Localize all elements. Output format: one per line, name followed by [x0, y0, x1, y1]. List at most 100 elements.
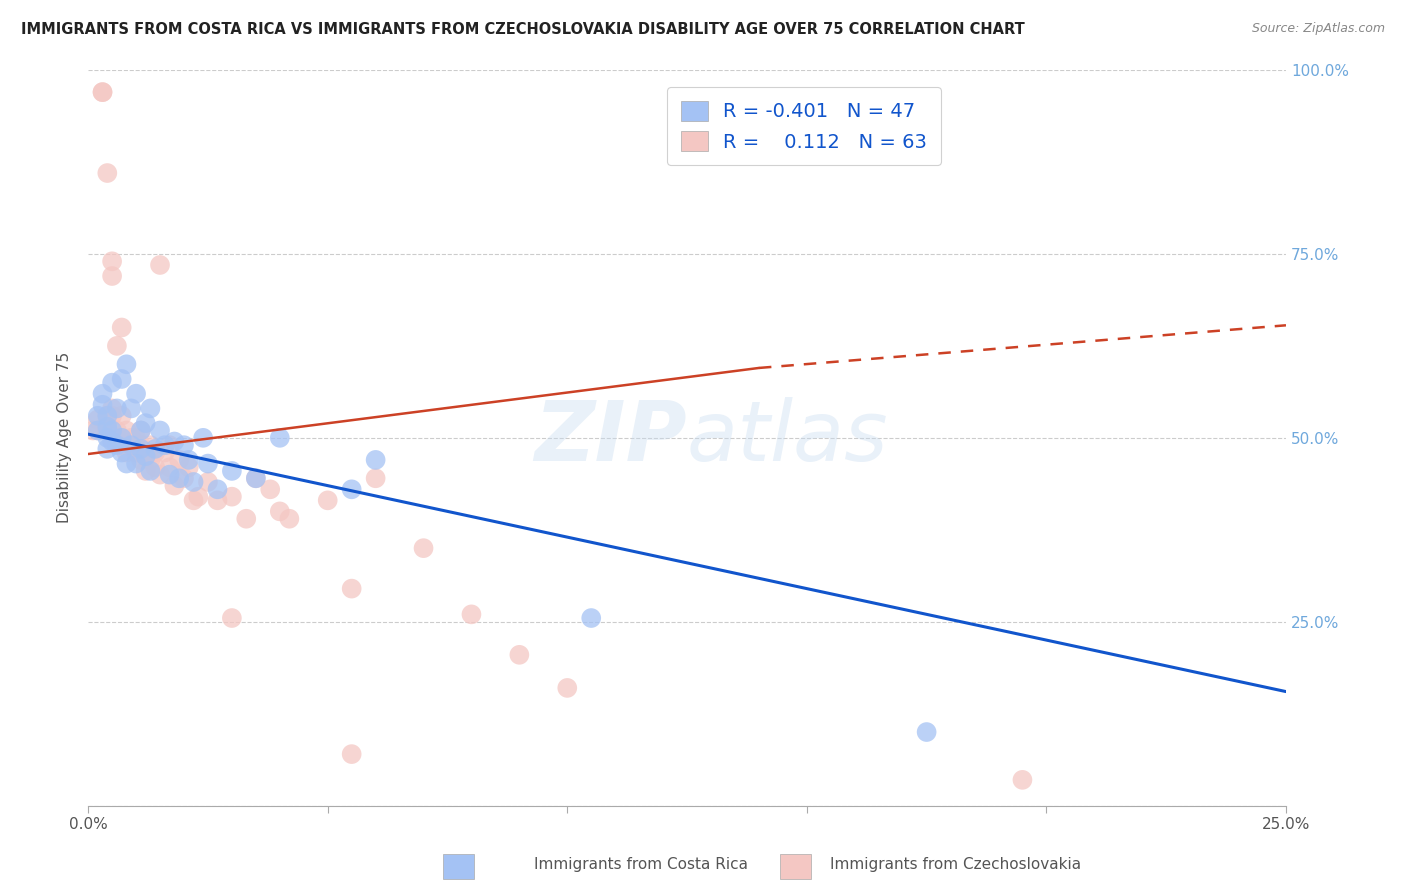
Text: IMMIGRANTS FROM COSTA RICA VS IMMIGRANTS FROM CZECHOSLOVAKIA DISABILITY AGE OVER: IMMIGRANTS FROM COSTA RICA VS IMMIGRANTS… — [21, 22, 1025, 37]
Point — [221, 611, 243, 625]
Point — [460, 607, 482, 622]
Text: Immigrants from Costa Rica: Immigrants from Costa Rica — [534, 857, 748, 872]
Point — [91, 85, 114, 99]
Point — [91, 386, 114, 401]
Point — [129, 424, 152, 438]
Point — [159, 460, 181, 475]
Point — [364, 471, 387, 485]
Point — [101, 268, 124, 283]
Point — [555, 681, 578, 695]
Point — [221, 464, 243, 478]
Point — [87, 424, 110, 438]
Point — [135, 449, 157, 463]
Y-axis label: Disability Age Over 75: Disability Age Over 75 — [58, 352, 72, 524]
Point — [105, 424, 128, 438]
Point — [87, 409, 110, 423]
Point — [316, 493, 339, 508]
Point — [91, 398, 114, 412]
Point — [96, 431, 118, 445]
Point — [96, 419, 118, 434]
Point — [111, 431, 134, 445]
Point — [101, 376, 124, 390]
Point — [111, 438, 134, 452]
Point — [153, 438, 176, 452]
Point — [183, 493, 205, 508]
Point — [1011, 772, 1033, 787]
Point — [101, 409, 124, 423]
Point — [120, 438, 142, 452]
Point — [167, 453, 190, 467]
Point — [125, 445, 148, 459]
Point — [135, 464, 157, 478]
Point — [105, 431, 128, 445]
Point — [115, 445, 138, 459]
Point — [129, 453, 152, 467]
Point — [221, 490, 243, 504]
Point — [101, 424, 124, 438]
Point — [115, 357, 138, 371]
Point — [278, 512, 301, 526]
Point — [125, 386, 148, 401]
Point — [96, 424, 118, 438]
Point — [105, 438, 128, 452]
Point — [91, 85, 114, 99]
Point — [259, 483, 281, 497]
Point — [187, 490, 209, 504]
Point — [120, 438, 142, 452]
Text: atlas: atlas — [688, 397, 889, 478]
Point — [508, 648, 530, 662]
Point — [269, 504, 291, 518]
Point — [120, 431, 142, 445]
Point — [105, 339, 128, 353]
Point — [111, 320, 134, 334]
Point — [245, 471, 267, 485]
Point — [87, 424, 110, 438]
Point — [101, 434, 124, 449]
Point — [177, 453, 200, 467]
Point — [139, 438, 162, 452]
Point — [135, 416, 157, 430]
Point — [153, 445, 176, 459]
Point — [115, 424, 138, 438]
Point — [149, 467, 172, 482]
Point — [96, 166, 118, 180]
Text: Immigrants from Czechoslovakia: Immigrants from Czechoslovakia — [830, 857, 1081, 872]
Point — [159, 467, 181, 482]
Point — [96, 442, 118, 456]
Text: ZIP: ZIP — [534, 397, 688, 478]
Point — [149, 424, 172, 438]
Point — [340, 483, 363, 497]
Point — [135, 449, 157, 463]
Point — [269, 431, 291, 445]
Point — [129, 442, 152, 456]
Point — [197, 457, 219, 471]
Point — [177, 460, 200, 475]
Legend: R = -0.401   N = 47, R =    0.112   N = 63: R = -0.401 N = 47, R = 0.112 N = 63 — [666, 87, 941, 165]
Point — [173, 471, 195, 485]
Point — [101, 401, 124, 416]
Point — [111, 409, 134, 423]
Point — [96, 409, 118, 423]
Point — [139, 464, 162, 478]
Point — [120, 401, 142, 416]
Point — [143, 460, 166, 475]
Point — [125, 457, 148, 471]
Point — [139, 453, 162, 467]
Point — [340, 747, 363, 761]
Point — [96, 424, 118, 438]
Point — [105, 401, 128, 416]
Point — [167, 471, 190, 485]
Point — [163, 434, 186, 449]
Point — [207, 493, 229, 508]
Point — [139, 401, 162, 416]
Point — [96, 409, 118, 423]
Point — [111, 372, 134, 386]
Point — [129, 424, 152, 438]
Point — [581, 611, 603, 625]
Point — [87, 412, 110, 426]
Point — [235, 512, 257, 526]
Point — [197, 475, 219, 489]
Point — [82, 424, 104, 438]
Point — [143, 445, 166, 459]
Point — [115, 457, 138, 471]
